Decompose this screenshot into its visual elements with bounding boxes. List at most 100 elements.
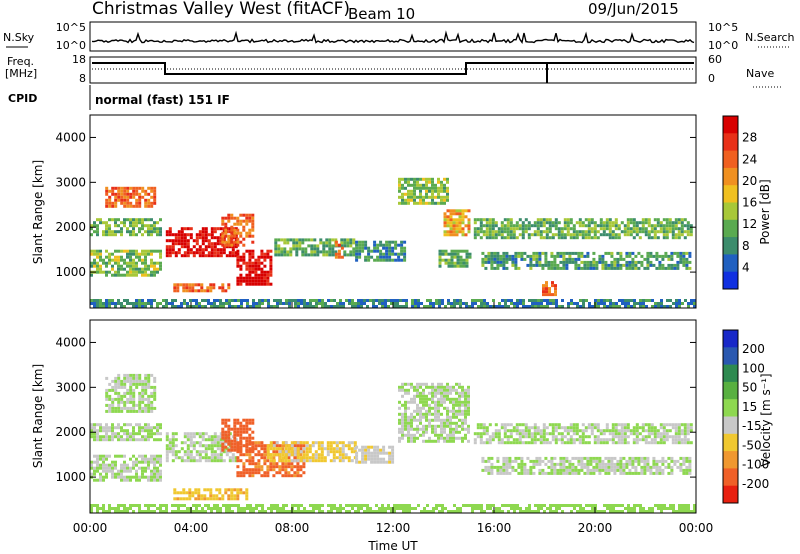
heatmap-cell bbox=[138, 507, 141, 510]
heatmap-cell bbox=[521, 227, 525, 231]
heatmap-cell bbox=[542, 441, 546, 445]
heatmap-cell bbox=[512, 224, 516, 228]
heatmap-cell bbox=[511, 465, 515, 469]
heatmap-cell bbox=[147, 230, 150, 234]
heatmap-cell bbox=[209, 283, 213, 287]
heatmap-cell bbox=[400, 240, 404, 244]
heatmap-cell bbox=[498, 510, 501, 513]
heatmap-cell bbox=[230, 225, 234, 229]
heatmap-cell bbox=[96, 423, 99, 427]
heatmap-cell bbox=[171, 450, 175, 454]
heatmap-cell bbox=[587, 233, 591, 237]
heatmap-cell bbox=[364, 448, 368, 452]
heatmap-cell bbox=[510, 507, 513, 510]
heatmap-cell bbox=[236, 471, 240, 475]
heatmap-cell bbox=[147, 198, 151, 202]
heatmap-cell bbox=[588, 305, 591, 308]
heatmap-cell bbox=[358, 255, 362, 259]
heatmap-cell bbox=[153, 379, 157, 383]
heatmap-cell bbox=[443, 230, 447, 234]
heatmap-cell bbox=[108, 510, 111, 513]
heatmap-cell bbox=[620, 230, 624, 234]
heatmap-cell bbox=[658, 471, 662, 475]
heatmap-cell bbox=[518, 233, 522, 237]
heatmap-cell bbox=[245, 471, 249, 475]
heatmap-cell bbox=[509, 218, 513, 222]
heatmap-cell bbox=[260, 282, 264, 286]
heatmap-cell bbox=[506, 429, 510, 433]
heatmap-cell bbox=[464, 421, 467, 425]
heatmap-cell bbox=[266, 468, 270, 472]
heatmap-cell bbox=[393, 507, 396, 510]
heatmap-cell bbox=[227, 243, 231, 247]
heatmap-cell bbox=[474, 299, 477, 302]
heatmap-cell bbox=[221, 421, 225, 425]
heatmap-cell bbox=[385, 451, 389, 455]
heatmap-cell bbox=[132, 258, 135, 262]
heatmap-cell bbox=[141, 189, 145, 193]
heatmap-cell bbox=[301, 241, 305, 245]
heatmap-cell bbox=[538, 263, 542, 267]
heatmap-cell bbox=[352, 238, 356, 242]
heatmap-cell bbox=[584, 233, 588, 237]
heatmap-cell bbox=[174, 251, 178, 255]
heatmap-cell bbox=[147, 224, 150, 228]
heatmap-cell bbox=[321, 504, 324, 507]
heatmap-cell bbox=[215, 494, 219, 498]
heatmap-cell bbox=[548, 236, 552, 240]
heatmap-cell bbox=[555, 504, 558, 507]
heatmap-cell bbox=[620, 423, 624, 427]
heatmap-cell bbox=[354, 305, 357, 308]
heatmap-cell bbox=[422, 198, 425, 202]
heatmap-cell bbox=[227, 219, 231, 223]
heatmap-cell bbox=[526, 456, 530, 460]
heatmap-cell bbox=[602, 233, 606, 237]
heatmap-cell bbox=[502, 459, 506, 463]
heatmap-cell bbox=[560, 233, 564, 237]
heatmap-cell bbox=[527, 227, 531, 231]
heatmap-cell bbox=[505, 257, 509, 261]
heatmap-cell bbox=[378, 510, 381, 513]
heatmap-cell bbox=[299, 444, 303, 448]
heatmap-cell bbox=[357, 299, 360, 302]
heatmap-cell bbox=[132, 267, 135, 271]
heatmap-cell bbox=[221, 497, 225, 501]
heatmap-cell bbox=[236, 456, 240, 460]
heatmap-cell bbox=[209, 488, 213, 492]
heatmap-cell bbox=[126, 261, 129, 265]
heatmap-cell bbox=[611, 233, 615, 237]
heatmap-cell bbox=[414, 305, 417, 308]
heatmap-cell bbox=[529, 468, 533, 472]
heatmap-cell bbox=[93, 432, 96, 436]
heatmap-cell bbox=[198, 233, 202, 237]
heatmap-cell bbox=[102, 230, 105, 234]
heatmap-cell bbox=[547, 459, 551, 463]
heatmap-cell bbox=[90, 472, 93, 476]
heatmap-cell bbox=[428, 439, 431, 443]
heatmap-cell bbox=[236, 237, 240, 241]
heatmap-cell bbox=[195, 248, 199, 252]
heatmap-cell bbox=[150, 406, 154, 410]
heatmap-cell bbox=[596, 438, 600, 442]
heatmap-cell bbox=[144, 204, 148, 208]
heatmap-cell bbox=[168, 302, 171, 305]
heatmap-cell bbox=[516, 507, 519, 510]
heatmap-cell bbox=[99, 438, 102, 442]
heatmap-cell bbox=[677, 432, 681, 436]
heatmap-cell bbox=[231, 248, 235, 252]
heatmap-cell bbox=[174, 444, 178, 448]
heatmap-cell bbox=[490, 456, 494, 460]
heatmap-cell bbox=[619, 254, 623, 258]
heatmap-cell bbox=[165, 510, 168, 513]
heatmap-cell bbox=[557, 426, 561, 430]
heatmap-cell bbox=[399, 507, 402, 510]
heatmap-cell bbox=[485, 426, 489, 430]
heatmap-cell bbox=[467, 400, 470, 404]
heatmap-cell bbox=[560, 435, 564, 439]
heatmap-cell bbox=[443, 391, 446, 395]
heatmap-cell bbox=[186, 432, 190, 436]
heatmap-cell bbox=[147, 394, 151, 398]
noise-panel-frame bbox=[89, 21, 697, 52]
heatmap-cell bbox=[153, 397, 157, 401]
heatmap-cell bbox=[507, 299, 510, 302]
